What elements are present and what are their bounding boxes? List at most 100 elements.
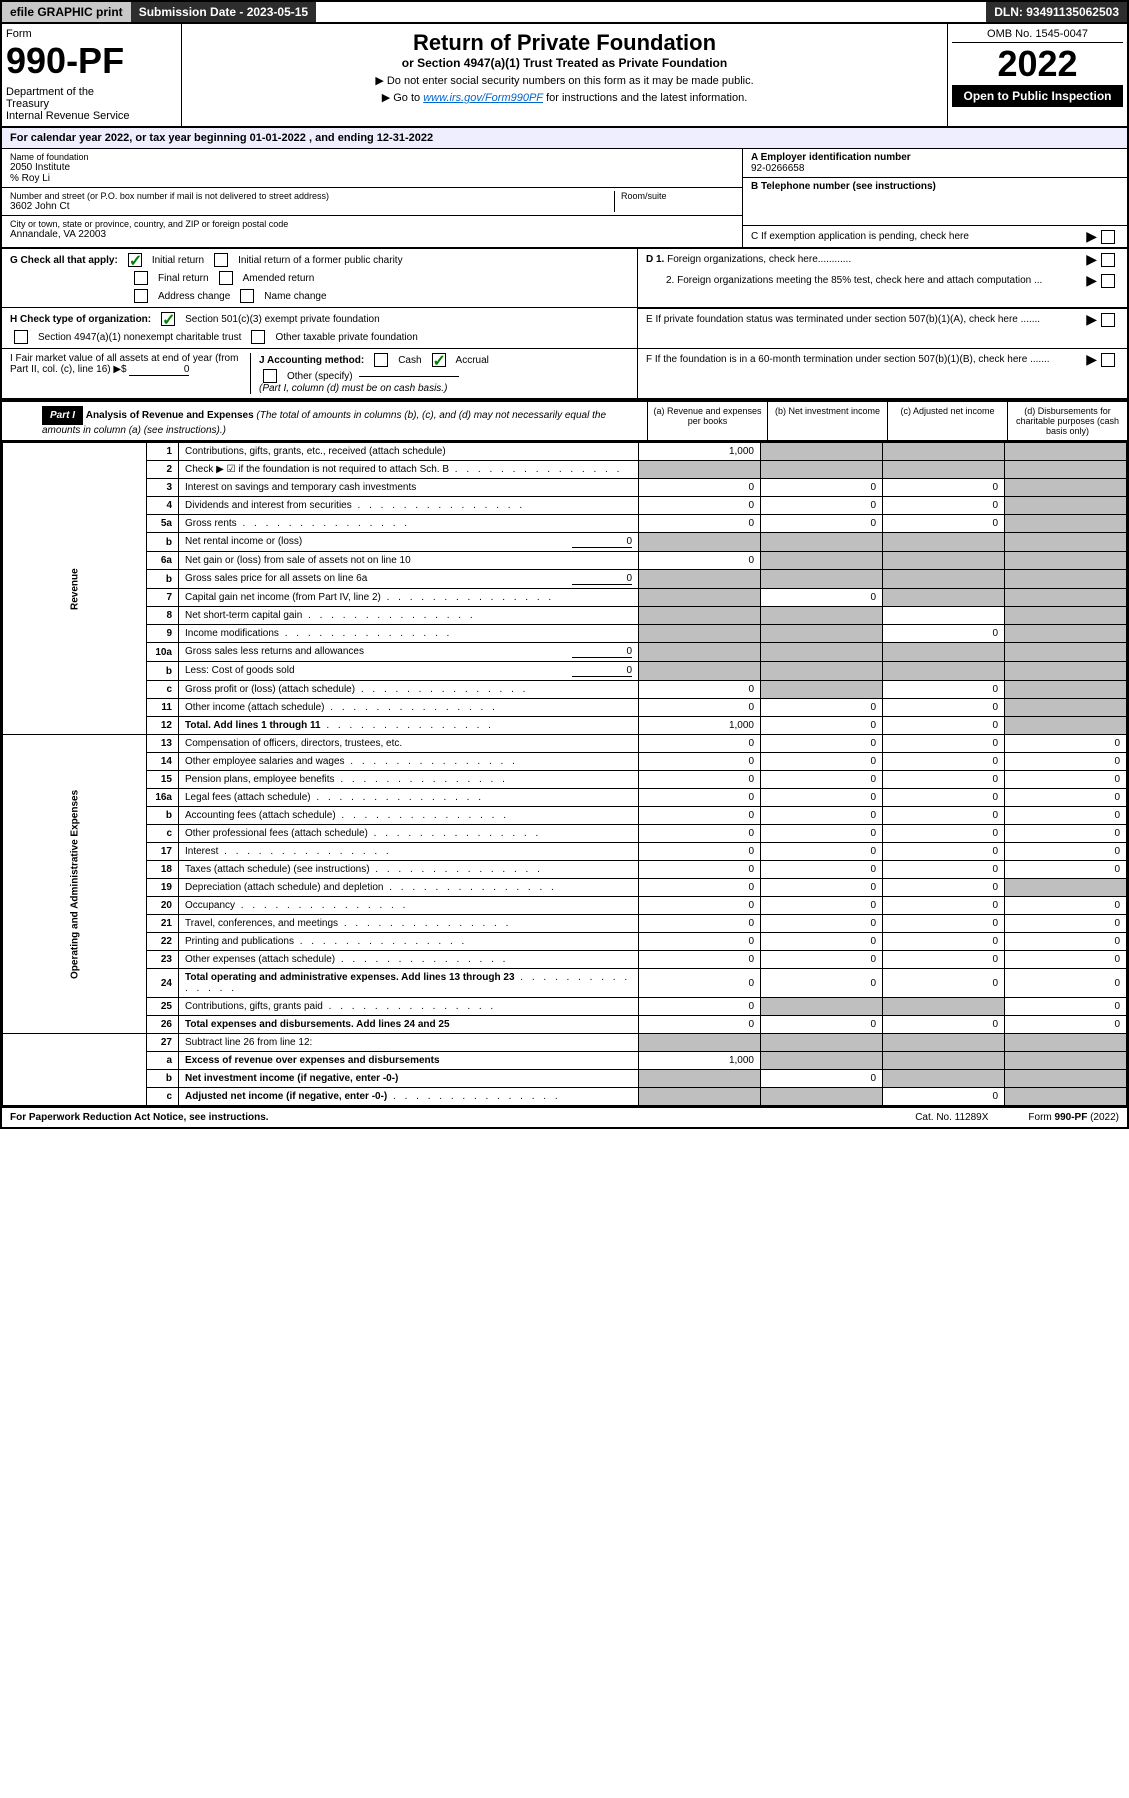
- line-number: 24: [147, 969, 179, 998]
- value-cell: 0: [761, 699, 883, 717]
- exemption-pending-checkbox[interactable]: [1101, 230, 1115, 244]
- 4947a1-checkbox[interactable]: [14, 330, 28, 344]
- fmv-value: 0: [129, 364, 189, 376]
- other-method-checkbox[interactable]: [263, 369, 277, 383]
- value-cell: 0: [1005, 807, 1127, 825]
- value-cell: 0: [883, 897, 1005, 915]
- value-cell: [1005, 879, 1127, 897]
- value-cell: [761, 643, 883, 662]
- value-cell: [639, 643, 761, 662]
- table-row: 15Pension plans, employee benefits0000: [3, 771, 1127, 789]
- line-description: Subtract line 26 from line 12:: [179, 1034, 639, 1052]
- value-cell: 0: [883, 933, 1005, 951]
- value-cell: 0: [761, 861, 883, 879]
- room-suite-label: Room/suite: [621, 191, 734, 201]
- table-row: 24Total operating and administrative exp…: [3, 969, 1127, 998]
- value-cell: [639, 589, 761, 607]
- status-terminated-checkbox[interactable]: [1101, 313, 1115, 327]
- accrual-method-checkbox[interactable]: [432, 353, 446, 367]
- phone-cell: B Telephone number (see instructions): [743, 178, 1127, 226]
- irs-link[interactable]: www.irs.gov/Form990PF: [423, 92, 543, 104]
- foreign-85-checkbox[interactable]: [1101, 274, 1115, 288]
- value-cell: [1005, 589, 1127, 607]
- initial-return-checkbox[interactable]: [128, 253, 142, 267]
- line-description: Other professional fees (attach schedule…: [179, 825, 639, 843]
- section-h-row: H Check type of organization: Section 50…: [2, 308, 1127, 349]
- value-cell: [883, 443, 1005, 461]
- value-cell: 0: [1005, 998, 1127, 1016]
- department-label: Department of theTreasuryInternal Revenu…: [6, 86, 177, 122]
- table-row: 17Interest0000: [3, 843, 1127, 861]
- efile-print-label[interactable]: efile GRAPHIC print: [2, 2, 131, 22]
- line-description: Other income (attach schedule): [179, 699, 639, 717]
- section-ij-row: I Fair market value of all assets at end…: [2, 349, 1127, 400]
- value-cell: [761, 1052, 883, 1070]
- other-taxable-checkbox[interactable]: [251, 330, 265, 344]
- value-cell: 0: [639, 681, 761, 699]
- value-cell: 0: [639, 789, 761, 807]
- line-description: Taxes (attach schedule) (see instruction…: [179, 861, 639, 879]
- line-description: Compensation of officers, directors, tru…: [179, 735, 639, 753]
- table-row: 22Printing and publications0000: [3, 933, 1127, 951]
- final-return-checkbox[interactable]: [134, 271, 148, 285]
- value-cell: 0: [761, 589, 883, 607]
- value-cell: 0: [639, 479, 761, 497]
- value-cell: [1005, 515, 1127, 533]
- goto-instruction: ▶ Go to www.irs.gov/Form990PF for instru…: [202, 91, 927, 104]
- line-number: 27: [147, 1034, 179, 1052]
- line-description: Legal fees (attach schedule): [179, 789, 639, 807]
- line-number: b: [147, 1070, 179, 1088]
- value-cell: 0: [761, 879, 883, 897]
- value-cell: 0: [639, 552, 761, 570]
- line-number: 25: [147, 998, 179, 1016]
- value-cell: 0: [639, 1016, 761, 1034]
- line-number: c: [147, 681, 179, 699]
- value-cell: [639, 1088, 761, 1106]
- 60-month-checkbox[interactable]: [1101, 353, 1115, 367]
- city-state-zip: Annandale, VA 22003: [10, 229, 734, 240]
- value-cell: 1,000: [639, 1052, 761, 1070]
- value-cell: 0: [761, 479, 883, 497]
- table-row: 21Travel, conferences, and meetings0000: [3, 915, 1127, 933]
- entity-info: Name of foundation 2050 Institute % Roy …: [2, 149, 1127, 249]
- line-number: 13: [147, 735, 179, 753]
- name-change-checkbox[interactable]: [240, 289, 254, 303]
- line-description: Check ▶ ☑ if the foundation is not requi…: [179, 461, 639, 479]
- line-description: Gross profit or (loss) (attach schedule): [179, 681, 639, 699]
- cash-basis-note: (Part I, column (d) must be on cash basi…: [259, 383, 629, 394]
- value-cell: [639, 662, 761, 681]
- value-cell: 0: [883, 625, 1005, 643]
- value-cell: 0: [761, 515, 883, 533]
- table-row: 20Occupancy0000: [3, 897, 1127, 915]
- value-cell: [883, 589, 1005, 607]
- line-description: Net gain or (loss) from sale of assets n…: [179, 552, 639, 570]
- form-label: Form: [6, 28, 177, 40]
- line-description: Other expenses (attach schedule): [179, 951, 639, 969]
- initial-return-former-checkbox[interactable]: [214, 253, 228, 267]
- value-cell: 0: [883, 915, 1005, 933]
- footer-row: For Paperwork Reduction Act Notice, see …: [2, 1106, 1127, 1127]
- line-description: Income modifications: [179, 625, 639, 643]
- value-cell: [883, 533, 1005, 552]
- cash-method-checkbox[interactable]: [374, 353, 388, 367]
- value-cell: 0: [1005, 915, 1127, 933]
- line-description: Total expenses and disbursements. Add li…: [179, 1016, 639, 1034]
- foreign-org-checkbox[interactable]: [1101, 253, 1115, 267]
- 501c3-checkbox[interactable]: [161, 312, 175, 326]
- value-cell: [883, 1034, 1005, 1052]
- value-cell: 0: [883, 497, 1005, 515]
- table-row: 27Subtract line 26 from line 12:: [3, 1034, 1127, 1052]
- line-description: Capital gain net income (from Part IV, l…: [179, 589, 639, 607]
- value-cell: 0: [761, 717, 883, 735]
- line-description: Printing and publications: [179, 933, 639, 951]
- amended-return-checkbox[interactable]: [219, 271, 233, 285]
- value-cell: [761, 1088, 883, 1106]
- col-c-header: (c) Adjusted net income: [887, 402, 1007, 440]
- line-description: Other employee salaries and wages: [179, 753, 639, 771]
- address-change-checkbox[interactable]: [134, 289, 148, 303]
- col-a-header: (a) Revenue and expenses per books: [647, 402, 767, 440]
- table-row: 5aGross rents000: [3, 515, 1127, 533]
- exemption-pending-row: C If exemption application is pending, c…: [743, 226, 1127, 247]
- table-row: 9Income modifications0: [3, 625, 1127, 643]
- line-description: Excess of revenue over expenses and disb…: [179, 1052, 639, 1070]
